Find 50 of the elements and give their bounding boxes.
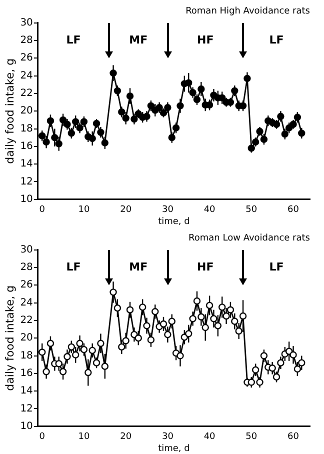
chart-title: Roman High Avoidance rats	[186, 6, 310, 17]
y-tick-label: 12	[20, 176, 33, 188]
chart-title: Roman Low Avoidance rats	[188, 234, 310, 244]
y-tick-label: 16	[20, 368, 33, 380]
x-tick-label: 60	[288, 432, 300, 442]
x-axis-title: time, d	[158, 444, 190, 454]
y-tick-label: 24	[20, 297, 33, 308]
annotation: HF	[196, 260, 214, 274]
y-tick-label: 28	[20, 262, 33, 274]
y-tick-label: 22	[20, 88, 33, 100]
x-tick-label: 30	[162, 432, 174, 442]
x-tick-label: 50	[246, 205, 258, 216]
y-tick-label: 10	[20, 420, 33, 432]
y-tick-label: 30	[20, 244, 33, 256]
x-tick-label: 40	[204, 432, 216, 442]
y-tick-label: 12	[20, 403, 33, 414]
annotation: HF	[196, 33, 214, 46]
y-axis-title: daily food intake, g	[3, 285, 16, 391]
annotation: MF	[129, 33, 148, 46]
x-tick-label: 20	[120, 205, 132, 216]
y-axis-title: daily food intake, g	[3, 58, 16, 164]
y-tick-label: 26	[20, 52, 33, 64]
x-tick-label: 20	[120, 432, 132, 442]
x-tick-label: 50	[246, 432, 258, 442]
annotation: LF	[66, 33, 81, 46]
y-tick-label: 28	[20, 35, 33, 46]
y-tick-label: 24	[20, 70, 33, 82]
annotation: LF	[269, 260, 284, 274]
annotation: LF	[66, 260, 81, 274]
annotation: LF	[269, 33, 284, 46]
x-tick-label: 10	[78, 432, 90, 442]
x-tick-label: 0	[39, 432, 46, 442]
y-tick-label: 14	[20, 158, 33, 170]
y-tick-label: 18	[20, 123, 33, 134]
y-tick-label: 16	[20, 141, 33, 152]
y-tick-label: 14	[20, 386, 33, 397]
x-tick-label: 10	[78, 205, 90, 216]
y-tick-label: 20	[20, 332, 33, 344]
x-tick-label: 30	[162, 205, 174, 216]
y-tick-label: 26	[20, 280, 33, 291]
x-tick-label: 40	[204, 205, 216, 216]
x-axis-title: time, d	[158, 216, 190, 227]
x-tick-label: 0	[39, 205, 46, 216]
x-tick-label: 60	[288, 205, 300, 216]
y-tick-label: 10	[20, 194, 33, 205]
y-tick-label: 30	[20, 17, 33, 28]
annotation: MF	[129, 260, 148, 274]
y-tick-label: 18	[20, 350, 33, 362]
y-tick-label: 20	[20, 106, 33, 117]
y-tick-label: 22	[20, 315, 33, 326]
